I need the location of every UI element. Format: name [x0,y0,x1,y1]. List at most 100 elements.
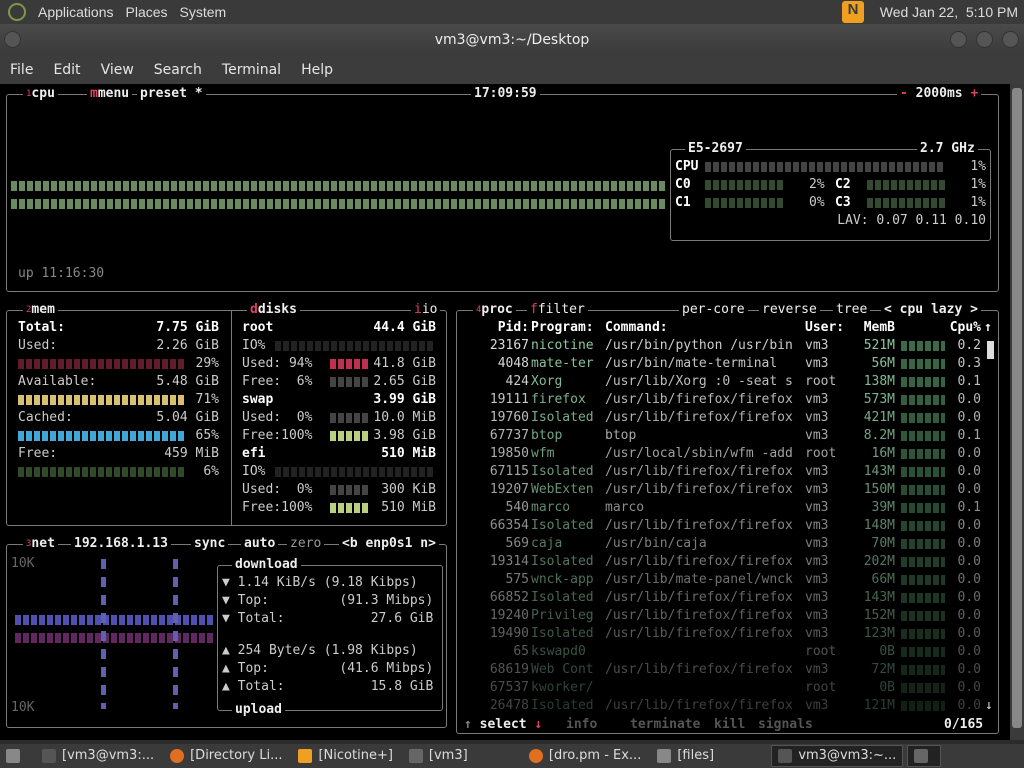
download-total: ▼ Total: 27.6 GiB [222,611,434,626]
table-row[interactable]: 424 Xorg/usr/lib/Xorg :0 -seat s root 138M 0… [457,373,981,391]
table-row[interactable]: 67115 Isolated/usr/lib/firefox/firefox vm3… [457,463,981,481]
table-row[interactable]: 67537 kworker/root 0B 0.0 [457,679,981,697]
zero-toggle[interactable]: zero [287,536,325,552]
mem-box: 2mem ddisks iio Total: 7.75 GiB Used: 2.… [6,302,447,526]
header-user[interactable]: User: [805,320,845,335]
header-pid[interactable]: Pid: [497,320,529,335]
task-terminal-1[interactable]: [vm3@vm3:... [36,745,160,767]
interval-control[interactable]: - 2000ms + [897,86,982,102]
table-row[interactable]: 19314 Isolated/usr/lib/firefox/firefox vm3… [457,553,981,571]
top-panel: Applications Places System N Wed Jan 22,… [0,0,1024,24]
scroll-up-icon[interactable]: ↑ [984,320,992,335]
proc-header: Pid: Program: Command: User: MemB Cpu% ↑ [457,319,995,337]
nicotine-tray-icon[interactable]: N [842,1,864,23]
auto-toggle[interactable]: auto [241,536,279,552]
proc-command: /usr/lib/firefox/firefox [605,554,793,569]
header-cpu[interactable]: Cpu% [949,320,981,335]
table-row[interactable]: 19850 wfm/usr/local/sbin/wfm -add root 16M 0… [457,445,981,463]
table-row[interactable]: 68619 Web Cont/usr/lib/firefox/firefox vm3… [457,661,981,679]
proc-command: /usr/bin/mate-terminal [605,356,778,371]
task-vm3[interactable]: [vm3] [403,745,519,767]
mem-cached-pct: 65% [195,428,219,443]
kill-button[interactable]: kill [711,717,749,733]
menu-search[interactable]: Search [153,62,202,78]
task-firefox-2[interactable]: [dro.pm - Ex... [523,745,647,767]
proc-cpu: 0.1 [957,428,981,443]
mem-cached-value: 5.04 GiB [156,410,219,425]
disk-swap-used: Used: 0% [242,410,313,425]
net-box: 3net 192.168.1.13 sync auto zero <b enp0… [6,536,447,728]
disk-efi-used-value: 300 KiB [381,482,436,497]
cpu-total-label: CPU [675,159,699,174]
select-button[interactable]: ↑ select ↓ [461,717,546,733]
proc-scrollbar[interactable] [987,341,994,359]
sync-toggle[interactable]: sync [191,536,229,552]
mem-free-value: 459 MiB [164,446,219,461]
header-command[interactable]: Command: [605,320,668,335]
filter-button[interactable]: ffilter [527,302,588,318]
task-terminal-active[interactable]: vm3@vm3:~... [771,745,904,767]
cpu-model: E5-2697 [685,141,746,157]
tree-toggle[interactable]: tree [833,302,871,318]
close-button[interactable] [1002,31,1019,48]
terminal-area[interactable]: 1cpu mmenu preset * 17:09:59 - 2000ms + … [0,84,1010,740]
table-row[interactable]: 19240 Privileg/usr/lib/firefox/firefox vm3… [457,607,981,625]
proc-tab[interactable]: 4proc [473,302,516,318]
header-mem[interactable]: MemB [863,320,895,335]
window-menu-button[interactable] [4,31,21,48]
terminal-scrollbar[interactable] [1010,84,1024,740]
reverse-toggle[interactable]: reverse [759,302,820,318]
menu-tab[interactable]: mmenu [87,86,133,102]
table-row[interactable]: 19760 Isolated/usr/lib/firefox/firefox vm3… [457,409,981,427]
terminate-button[interactable]: terminate [627,717,704,733]
proc-program: Web Cont [531,662,594,677]
maximize-button[interactable] [976,31,993,48]
table-row[interactable]: 4048 mate-ter/usr/bin/mate-terminal vm3 56M… [457,355,981,373]
table-row[interactable]: 540 marco marco vm3 39M 0.1 [457,499,981,517]
disks-tab[interactable]: ddisks [247,302,300,318]
menu-file[interactable]: File [10,62,34,78]
scroll-down-icon[interactable]: ↓ [985,698,993,713]
table-row[interactable]: 66852 Isolated/usr/lib/firefox/firefox vm3… [457,589,981,607]
menu-places[interactable]: Places [125,4,168,20]
menu-edit[interactable]: Edit [53,62,81,78]
menu-view[interactable]: View [100,62,134,78]
io-toggle[interactable]: iio [411,302,441,318]
sort-selector[interactable]: < cpu lazy > [881,302,981,318]
mem-tab[interactable]: 2mem [23,302,58,318]
table-row[interactable]: 65 kswapd0 root 0B 0.0 [457,643,981,661]
menu-system[interactable]: System [179,4,227,20]
table-row[interactable]: 67737 btop btop vm3 8.2M 0.1 [457,427,981,445]
per-core-toggle[interactable]: per-core [679,302,748,318]
table-row[interactable]: 23167 nicotine/usr/bin/python /usr/bin vm3… [457,337,981,355]
minimize-button[interactable] [950,31,967,48]
table-row[interactable]: 19111 firefox/usr/lib/firefox/firefox vm3 5… [457,391,981,409]
task-files[interactable]: [files] [651,745,767,767]
header-program[interactable]: Program: [531,320,594,335]
info-button[interactable]: info [563,717,601,733]
cpu-tab[interactable]: 1cpu [23,86,58,102]
table-row[interactable]: 19490 Isolated/usr/lib/firefox/firefox vm3… [457,625,981,643]
clock[interactable]: Wed Jan 22, 5:10 PM [879,4,1018,20]
cpu-total-meter [705,162,945,172]
menu-help[interactable]: Help [301,62,333,78]
table-row[interactable]: 19207 WebExten/usr/lib/firefox/firefox vm3… [457,481,981,499]
menu-terminal[interactable]: Terminal [221,62,282,78]
table-row[interactable]: 66354 Isolated/usr/lib/firefox/firefox vm3… [457,517,981,535]
mem-available-value: 5.48 GiB [156,374,219,389]
task-nicotine[interactable]: [Nicotine+] [292,745,398,767]
interface-selector[interactable]: <b enp0s1 n> [339,536,439,552]
table-row[interactable]: 26478 Isolated/usr/lib/firefox/firefox vm3… [457,697,981,715]
table-row[interactable]: 575 wnck-app/usr/lib/mate-panel/wnck vm3 66… [457,571,981,589]
net-tab[interactable]: 3net [23,536,58,552]
menu-applications[interactable]: Applications [38,4,114,20]
show-desktop-button[interactable] [0,745,32,767]
signals-button[interactable]: signals [755,717,816,733]
table-row[interactable]: 569 caja/usr/bin/caja vm3 70M 0.0 [457,535,981,553]
task-terminal-extra[interactable] [907,745,942,767]
task-firefox-1[interactable]: [Directory Li... [164,745,288,767]
proc-program: Isolated [531,698,594,713]
distro-logo-icon[interactable] [8,3,26,21]
proc-box: 4proc ffilter per-core reverse tree < cp… [456,302,999,734]
preset-tab[interactable]: preset * [137,86,206,102]
